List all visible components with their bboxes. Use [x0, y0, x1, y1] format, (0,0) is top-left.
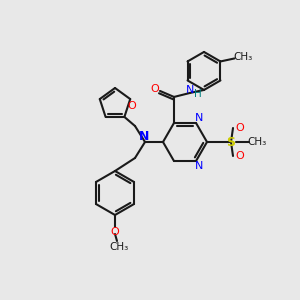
Text: O: O	[128, 101, 136, 111]
Text: N: N	[186, 85, 194, 95]
Text: N: N	[195, 161, 203, 171]
Text: N: N	[139, 130, 149, 143]
Text: CH₃: CH₃	[248, 137, 267, 147]
Text: H: H	[194, 89, 202, 99]
Text: CH₃: CH₃	[110, 242, 129, 252]
Text: S: S	[226, 136, 236, 148]
Text: N: N	[195, 113, 203, 123]
Text: O: O	[151, 84, 159, 94]
Text: CH₃: CH₃	[234, 52, 253, 62]
Text: O: O	[236, 123, 244, 133]
Text: O: O	[111, 227, 119, 237]
Text: O: O	[236, 151, 244, 161]
